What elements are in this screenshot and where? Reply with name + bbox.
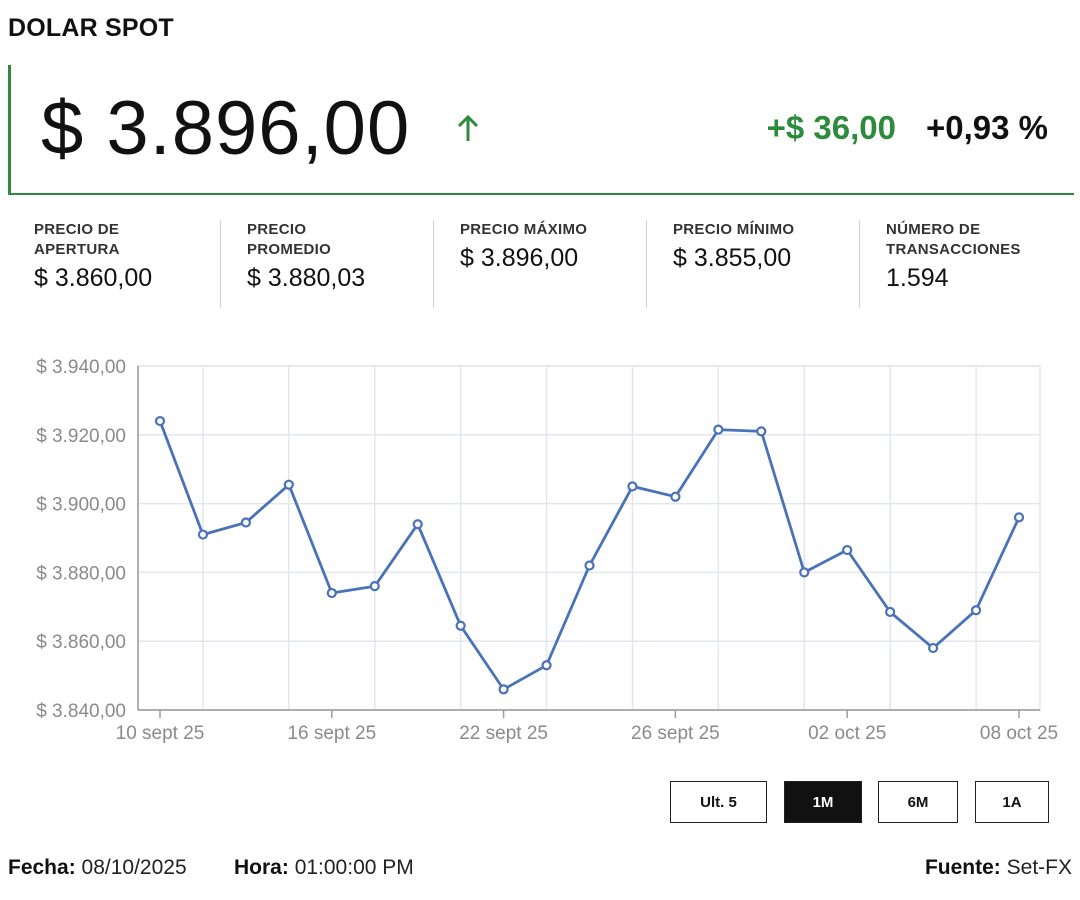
time-label: Hora: [234,856,289,879]
price-panel: $ 3.896,00 +$ 36,00 +0,93 % [8,65,1074,195]
stat-value: $ 3.896,00 [460,244,579,272]
data-point [627,481,638,492]
stat-label: PRECIO [247,221,307,238]
stat-value: $ 3.855,00 [673,244,792,272]
data-point [927,642,939,654]
stat-label: PRECIO DE [34,221,120,238]
price-chart: $ 3.840,00 $ 3.860,00 $ 3.880,00 $ 3.900,00… [0,350,1080,750]
stat-label: NÚMERO DE [886,221,981,238]
x-tick-label: 10 sept 25 [116,723,205,744]
footer-time: Hora: 01:00:00 PM [234,856,414,880]
data-point [240,517,251,528]
data-point [197,529,209,540]
divider [433,220,434,308]
data-point [369,581,380,592]
divider [646,220,647,308]
current-price: $ 3.896,00 [41,86,411,171]
y-tick-label: $ 3.900,00 [36,495,126,516]
y-tick-label: $ 3.860,00 [36,632,126,653]
data-point [799,567,810,578]
stat-min: PRECIO MÍNIMO $ 3.855,00 [659,220,794,308]
stat-average: PRECIO PROMEDIO $ 3.880,03 [233,220,365,308]
data-point [498,684,509,695]
x-tick-label: 02 oct 25 [808,723,886,744]
data-point [1013,512,1025,523]
y-tick-label: $ 3.880,00 [36,563,126,584]
stat-value: $ 3.880,03 [247,264,366,292]
data-point [713,424,724,435]
data-point [970,605,982,616]
x-tick-label: 26 sept 25 [631,723,720,744]
footer-date: Fecha: 08/10/2025 [8,856,187,880]
stat-transactions: NÚMERO DE TRANSACCIONES 1.594 [872,220,1021,308]
y-tick-label: $ 3.840,00 [36,701,126,722]
x-tick-label: 16 sept 25 [287,723,376,744]
plot-frame [137,365,1041,711]
stat-label: APERTURA [34,241,120,258]
divider [220,220,221,308]
date-value: 08/10/2025 [81,856,187,879]
data-point [885,606,896,618]
stat-label: PROMEDIO [247,241,332,258]
date-label: Fecha: [8,856,76,879]
source-label: Fuente: [924,856,1001,879]
range-button-ult5[interactable]: Ult. 5 [670,781,767,823]
range-button-6m[interactable]: 6M [878,781,958,823]
data-point [756,426,767,437]
data-point [670,491,681,502]
stat-max: PRECIO MÁXIMO $ 3.896,00 [446,220,587,308]
data-point [283,479,294,490]
source-value: Set-FX [1006,856,1072,879]
x-tick-label: 22 sept 25 [459,723,548,744]
data-point [154,415,166,427]
x-tick-label: 08 oct 25 [980,723,1058,744]
stat-label: PRECIO MÁXIMO [460,221,588,238]
data-point [584,560,595,571]
y-tick-label: $ 3.920,00 [36,426,126,447]
line-chart: $ 3.840,00 $ 3.860,00 $ 3.880,00 $ 3.900,00… [36,357,1058,744]
stat-label: TRANSACCIONES [886,241,1021,258]
time-value: 01:00:00 PM [294,856,414,879]
data-point [326,587,337,599]
y-tick-label: $ 3.940,00 [36,357,126,378]
divider [859,220,860,308]
range-button-1a[interactable]: 1A [975,781,1049,823]
stat-opening: PRECIO DE APERTURA $ 3.860,00 [20,220,152,308]
stats-row: PRECIO DE APERTURA $ 3.860,00 PRECIO PRO… [0,220,1080,308]
change-percent: +0,93 % [925,109,1048,146]
data-point [455,620,466,631]
range-button-1m[interactable]: 1M [784,781,862,823]
data-point [842,544,853,556]
stat-value: $ 3.860,00 [34,264,153,292]
arrow-up-icon [457,114,479,141]
footer-source: Fuente: Set-FX [925,856,1072,880]
data-point [412,519,423,530]
stat-label: PRECIO MÍNIMO [673,221,795,238]
stat-value: 1.594 [886,264,949,292]
page-title: DOLAR SPOT [8,14,174,42]
change-absolute: +$ 36,00 [766,109,896,146]
data-point [541,660,552,671]
